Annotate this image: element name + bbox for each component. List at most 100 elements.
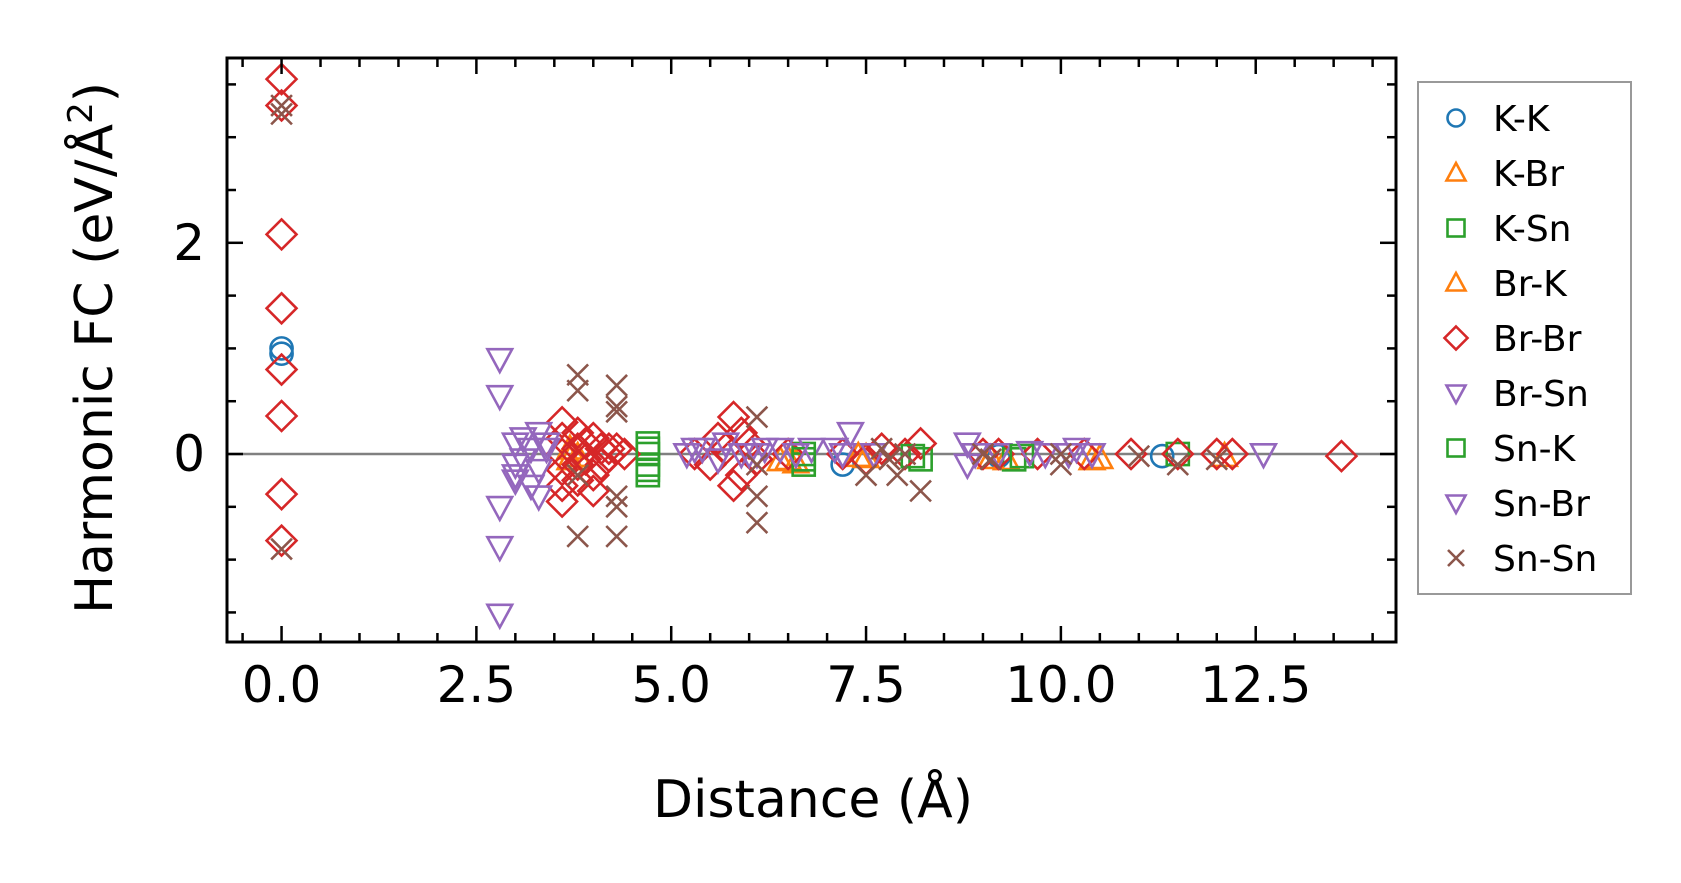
point-sn-sn (605, 374, 628, 397)
point-br-sn (672, 442, 702, 470)
point-br-br (1067, 437, 1102, 471)
point-sn-sn (270, 102, 293, 126)
point-br-br (903, 426, 938, 461)
point-br-br (264, 352, 299, 387)
point-br-br (576, 474, 611, 508)
point-sn-sn (605, 400, 628, 424)
point-br-sn (485, 495, 515, 523)
point-br-br (560, 463, 595, 498)
legend-label-k-sn: K-Sn (1493, 209, 1572, 250)
point-sn-sn (745, 484, 769, 508)
legend-marker-k-br (1444, 160, 1468, 182)
point-sn-sn (566, 525, 590, 548)
point-br-br (1324, 439, 1359, 473)
point-sn-br (516, 474, 546, 502)
point-br-sn (984, 442, 1014, 470)
point-sn-k (635, 457, 661, 483)
point-br-br (716, 468, 751, 503)
legend-label-sn-br: Sn-Br (1493, 484, 1590, 525)
point-sn-sn (885, 463, 909, 487)
legend-marker-br-k (1444, 270, 1468, 292)
legend-label-sn-sn: Sn-Sn (1493, 539, 1597, 580)
legend-label-k-br: K-Br (1493, 154, 1564, 195)
point-sn-br (680, 437, 710, 465)
point-sn-sn (745, 453, 769, 476)
point-br-br (592, 439, 626, 473)
point-sn-sn (1049, 442, 1073, 466)
point-br-br (716, 400, 751, 434)
point-sn-sn (745, 511, 769, 534)
point-sn-br (531, 437, 562, 465)
point-sn-sn (878, 447, 901, 471)
legend: K-K K-Br K-Sn Br-K Br-Br Br-Sn Sn-K Sn-Br Sn-Sn (1417, 81, 1632, 595)
point-br-sn (485, 384, 515, 412)
x-tick-label: 2.5 (437, 656, 517, 714)
point-br-br (560, 447, 595, 482)
x-tick-label: 10.0 (1005, 656, 1116, 714)
legend-label-sn-k: Sn-K (1493, 429, 1577, 470)
point-br-sn (750, 437, 780, 465)
point-sn-sn (893, 442, 917, 466)
point-sn-sn (566, 363, 590, 387)
series-sn-br (500, 437, 1084, 502)
point-sn-sn (854, 463, 878, 487)
point-sn-br (1015, 440, 1045, 468)
point-sn-sn (605, 395, 628, 418)
legend-marker-sn-sn (1447, 549, 1465, 567)
point-br-sn (485, 535, 515, 563)
legend-label-br-sn: Br-Sn (1493, 374, 1589, 415)
point-sn-sn (1205, 447, 1229, 471)
point-sn-sn (270, 94, 293, 117)
point-br-sn (1077, 442, 1107, 470)
point-sn-sn (566, 379, 590, 402)
plot-area (225, 56, 1398, 644)
point-sn-br (781, 442, 811, 470)
point-sn-sn (605, 525, 628, 548)
point-sn-br (742, 442, 772, 470)
point-br-br (264, 399, 299, 433)
point-br-br (607, 437, 642, 471)
point-br-sn (485, 347, 515, 375)
legend-marker-sn-br (1444, 494, 1468, 516)
legend-marker-k-sn (1446, 218, 1466, 238)
point-br-br (264, 523, 299, 558)
point-sn-sn (909, 479, 932, 503)
point-br-sn (524, 458, 554, 486)
legend-marker-k-k (1446, 108, 1466, 128)
point-br-sn (485, 603, 515, 631)
y-axis-label-close: ) (65, 82, 125, 102)
data-points (264, 62, 1359, 631)
legend-label-k-k: K-K (1493, 99, 1551, 140)
x-tick-label: 7.5 (826, 656, 906, 714)
point-br-sn (835, 421, 866, 449)
series-sn-sn (270, 94, 1229, 561)
point-br-k (765, 444, 795, 472)
point-br-br (1160, 437, 1195, 471)
point-br-sn (516, 437, 546, 465)
point-br-br (264, 477, 299, 511)
x-axis-label: Distance (Å) (653, 768, 973, 830)
plot-frame (225, 56, 1398, 644)
y-axis-label: Harmonic FC (eV/Å2) (61, 82, 125, 614)
y-axis-label-superscript: 2 (61, 102, 101, 124)
legend-marker-br-sn (1444, 384, 1468, 406)
point-br-sn (820, 437, 850, 465)
point-br-br (724, 416, 759, 450)
point-br-sn (531, 432, 562, 460)
point-sn-sn (605, 495, 628, 519)
point-br-br (966, 437, 1000, 471)
series-br-sn (485, 347, 1279, 631)
point-sn-sn (566, 463, 590, 487)
series-br-br (264, 62, 1359, 558)
legend-label-br-k: Br-K (1493, 264, 1568, 305)
point-br-br (1215, 437, 1250, 471)
point-sn-sn (1166, 453, 1190, 476)
point-sn-br (828, 442, 858, 470)
x-tick-label: 5.0 (631, 656, 711, 714)
point-br-br (264, 217, 299, 252)
x-tick-label: 0.0 (242, 656, 322, 714)
point-sn-sn (1127, 444, 1151, 468)
point-br-k (1085, 442, 1115, 470)
legend-marker-sn-k (1446, 438, 1466, 458)
